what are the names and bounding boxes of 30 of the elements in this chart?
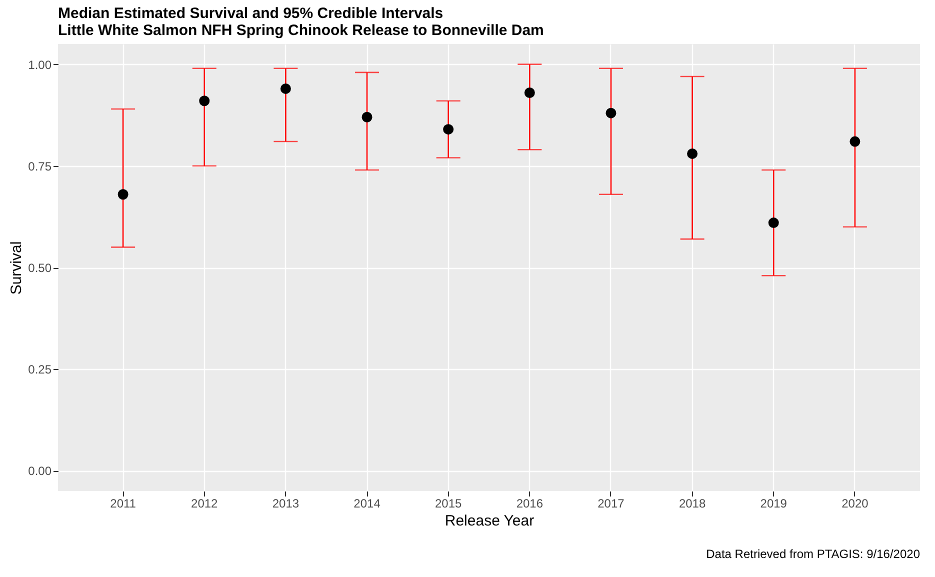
text: Median Estimated Survival and 95% Credible Intervals <box>58 5 444 22</box>
point <box>118 189 128 200</box>
point <box>362 112 372 122</box>
y-tick-label: 0.75 <box>28 159 52 174</box>
x-tick-label: 2017 <box>598 496 625 510</box>
x-tick-label: 2012 <box>191 496 218 510</box>
point <box>768 218 779 228</box>
text: Little White Salmon NFH Spring Chinook Release to Bonneville Dam <box>58 22 544 39</box>
point <box>850 136 860 147</box>
y-tick-label: 0.25 <box>28 362 52 377</box>
y-tick-label: 1.00 <box>28 58 52 72</box>
x-tick-label: 2016 <box>516 496 544 510</box>
x-tick-label: 2013 <box>272 496 300 510</box>
point <box>687 148 698 159</box>
point <box>524 88 535 98</box>
x-tick-label: 2014 <box>354 496 381 510</box>
point <box>280 83 291 94</box>
y-tick-label: 0.00 <box>28 464 52 478</box>
x-tick-label: 2015 <box>434 496 462 510</box>
x-tick-label: 2018 <box>678 496 706 510</box>
point <box>199 96 210 106</box>
x-tick-label: 2011 <box>110 496 136 510</box>
text: Data Retrieved from PTAGIS: 9/16/2020 <box>706 547 920 561</box>
y-tick-label: 0.50 <box>28 261 52 275</box>
y-axis-title: Survival <box>8 241 26 295</box>
x-tick-label: 2019 <box>760 496 788 510</box>
point <box>606 108 616 118</box>
x-axis-title: Release Year <box>444 512 534 530</box>
x-tick-label: 2020 <box>842 496 869 510</box>
point <box>443 124 454 135</box>
